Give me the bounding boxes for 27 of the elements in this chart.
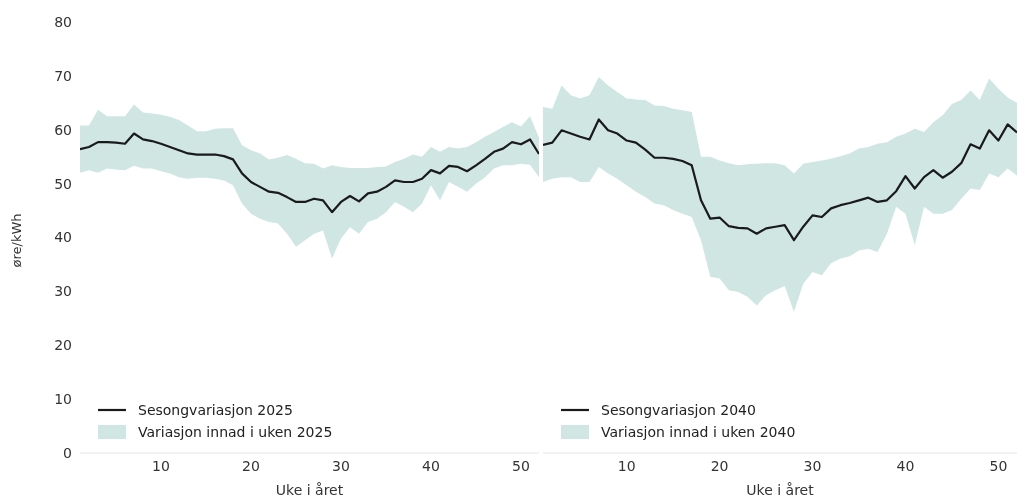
- legend-label: Sesongvariasjon 2040: [601, 401, 756, 420]
- y-axis-title: øre/kWh: [8, 213, 24, 268]
- y-tick-label: 20: [54, 337, 72, 354]
- x-tick-label: 30: [803, 457, 822, 474]
- legend-label: Sesongvariasjon 2025: [138, 401, 293, 420]
- x-tick-label: 40: [896, 457, 915, 474]
- x-tick-label: 40: [422, 457, 440, 474]
- annotation: Variasjon innad i uken 2025: [138, 423, 333, 442]
- y-tick-label: 50: [54, 175, 72, 192]
- x-axis-title: Uke i året: [746, 482, 815, 498]
- y-tick-label: 40: [54, 229, 72, 246]
- y-tick-label: 0: [63, 444, 72, 461]
- x-tick-label: 20: [242, 457, 260, 474]
- y-tick-label: 10: [54, 391, 72, 408]
- y-tick-label: 80: [54, 13, 72, 30]
- annotation: Variasjon innad i uken 2040: [601, 423, 796, 442]
- x-tick-label: 50: [989, 457, 1008, 474]
- line-series: [80, 132, 539, 214]
- x-tick-label: 20: [710, 457, 729, 474]
- x-tick-label: 30: [332, 457, 350, 474]
- x-tick-label: 10: [152, 457, 170, 474]
- y-tick-label: 70: [54, 67, 72, 84]
- x-tick-label: 50: [512, 457, 530, 474]
- x-axis-title: Uke i året: [275, 482, 344, 498]
- y-tick-label: 30: [54, 283, 72, 300]
- x-tick-label: 10: [617, 457, 636, 474]
- y-tick-label: 60: [54, 121, 72, 138]
